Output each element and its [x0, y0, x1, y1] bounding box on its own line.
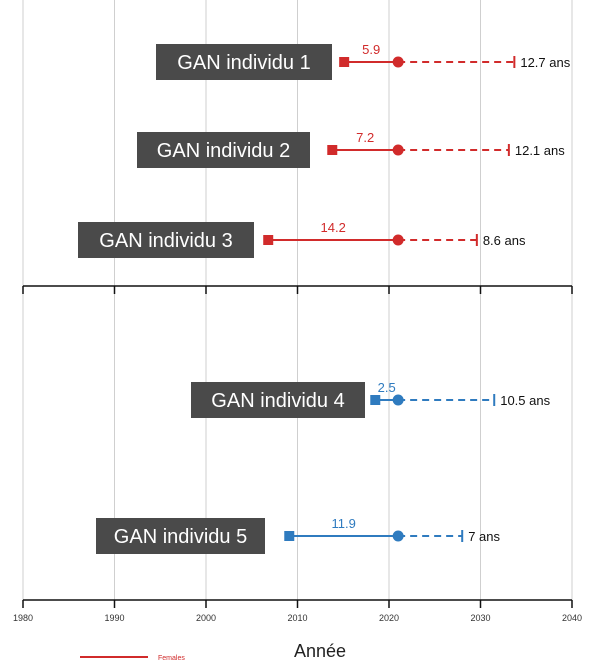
x-tick-label: 1980 [13, 613, 33, 623]
projection-label: 7 ans [468, 529, 500, 544]
individual-label: GAN individu 3 [99, 230, 232, 252]
individual-label: GAN individu 2 [157, 140, 290, 162]
elapsed-value-label: 7.2 [356, 130, 374, 145]
start-marker [339, 57, 350, 67]
individual-label-box [191, 382, 365, 418]
grid-layer [22, 0, 573, 600]
row-gan-individu-2: GAN individu 2 7.2 12.1 ans [137, 130, 565, 168]
projection-label: 10.5 ans [500, 393, 550, 408]
current-year-dot [392, 144, 404, 156]
current-year-dot [392, 394, 404, 406]
elapsed-value-label: 2.5 [378, 380, 396, 395]
legend-label-females: Females [158, 655, 185, 662]
elapsed-value-label: 14.2 [321, 220, 346, 235]
individual-label: GAN individu 5 [114, 526, 247, 548]
x-tick-label: 2010 [287, 613, 307, 623]
current-year-dot [392, 234, 404, 246]
start-marker [263, 235, 274, 245]
elapsed-value-label: 11.9 [332, 516, 356, 531]
x-tick-label: 2040 [562, 613, 582, 623]
axis-layer: 1980 1990 2000 2010 2020 2030 2040 [13, 285, 582, 623]
individual-label-box [156, 44, 332, 80]
start-marker [370, 395, 381, 405]
projection-label: 12.7 ans [520, 55, 570, 70]
marks-layer: GAN individu 1 5.9 12.7 ans GAN individu 2 7… [78, 42, 571, 554]
x-tick-label: 2030 [470, 613, 490, 623]
x-tick-label: 2000 [196, 613, 216, 623]
row-gan-individu-3: GAN individu 3 14.2 8.6 ans [78, 220, 526, 258]
start-marker [327, 145, 338, 155]
row-gan-individu-4: GAN individu 4 2.5 10.5 ans [191, 380, 551, 418]
row-gan-individu-5: GAN individu 5 11.9 7 ans [96, 516, 501, 554]
x-tick-label: 1990 [104, 613, 124, 623]
current-year-dot [392, 530, 404, 542]
x-tick-label: 2020 [379, 613, 399, 623]
row-gan-individu-1: GAN individu 1 5.9 12.7 ans [156, 42, 571, 80]
elapsed-value-label: 5.9 [362, 42, 380, 57]
individual-label-box [78, 222, 254, 258]
individual-label: GAN individu 1 [177, 52, 310, 74]
individual-label-box [137, 132, 310, 168]
projection-label: 8.6 ans [483, 233, 526, 248]
start-marker [284, 531, 295, 541]
individual-label-box [96, 518, 265, 554]
current-year-dot [392, 56, 404, 68]
legend-layer: Females [80, 655, 185, 662]
individual-label: GAN individu 4 [211, 390, 344, 412]
projection-label: 12.1 ans [515, 143, 565, 158]
x-axis-label: Année [294, 641, 346, 661]
